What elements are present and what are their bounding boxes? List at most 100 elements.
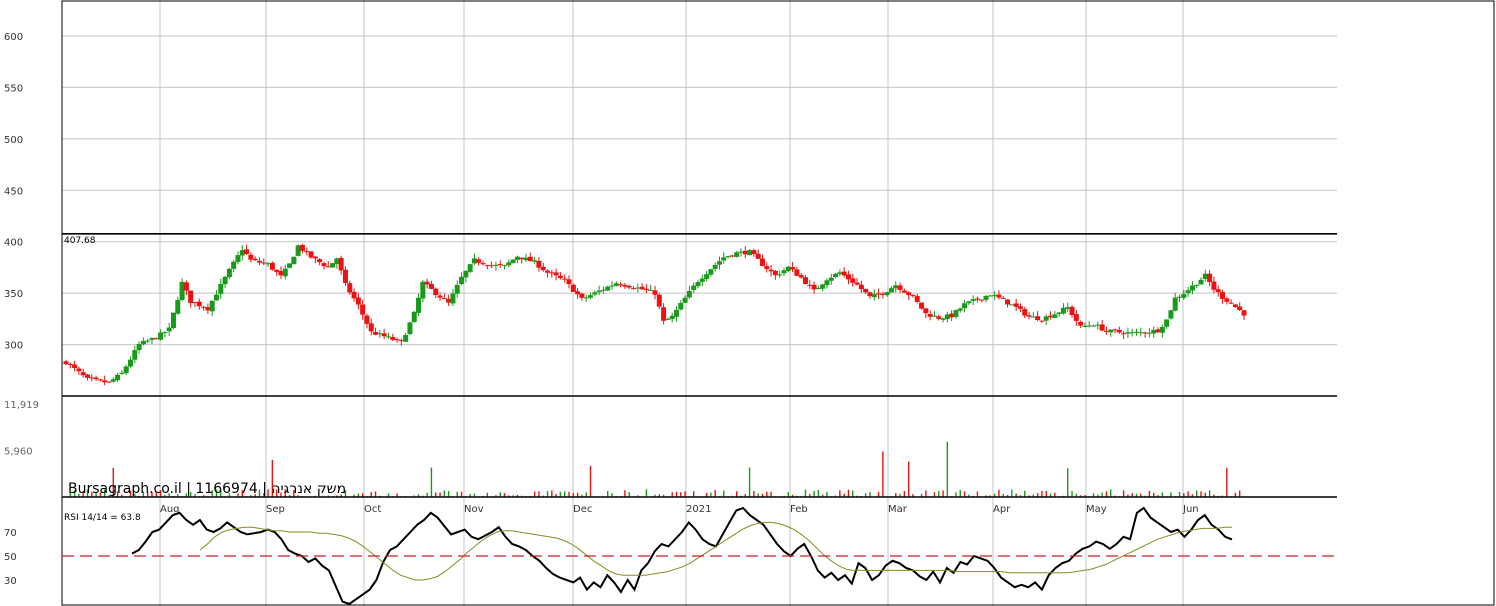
candle-body bbox=[1198, 279, 1204, 285]
volume-bar bbox=[1140, 493, 1142, 497]
candle-body bbox=[781, 270, 787, 274]
candle-body bbox=[704, 274, 710, 279]
x-tick-label: 2021 bbox=[686, 504, 711, 515]
candle-body bbox=[759, 258, 765, 266]
candle-body bbox=[682, 297, 688, 303]
candle-body bbox=[364, 315, 370, 324]
volume-bar bbox=[920, 493, 923, 497]
candle-body bbox=[635, 287, 641, 289]
volume-bar bbox=[1092, 493, 1095, 497]
volume-bar bbox=[555, 494, 557, 497]
candle-body bbox=[1142, 332, 1148, 334]
candle-body bbox=[828, 277, 834, 281]
candle-body bbox=[811, 284, 817, 290]
volume-bar bbox=[1161, 492, 1164, 497]
candle-body bbox=[381, 333, 387, 337]
candle-body bbox=[407, 322, 413, 335]
candle-body bbox=[1108, 329, 1114, 333]
volume-bar bbox=[1105, 491, 1108, 497]
candle-body bbox=[751, 250, 757, 255]
volume-bar bbox=[263, 493, 265, 497]
volume-bar bbox=[344, 489, 347, 497]
candle-body bbox=[256, 260, 262, 263]
volume-bar bbox=[1131, 493, 1133, 497]
candle-body bbox=[686, 290, 692, 298]
candle-body bbox=[708, 269, 714, 275]
volume-bar bbox=[955, 492, 957, 497]
candle-body bbox=[755, 253, 761, 259]
volume-bar bbox=[1006, 494, 1009, 497]
volume-bar bbox=[91, 491, 93, 497]
candle-body bbox=[1228, 302, 1234, 304]
candle-body bbox=[80, 372, 86, 376]
volume-bar bbox=[1187, 491, 1189, 497]
candle-body bbox=[153, 338, 159, 340]
volume-bar bbox=[241, 490, 243, 497]
volume-bar bbox=[968, 494, 970, 497]
candle-body bbox=[738, 251, 744, 253]
candle-body bbox=[1129, 332, 1135, 334]
volume-bar bbox=[164, 494, 166, 497]
volume-bar bbox=[589, 465, 592, 497]
candle-body bbox=[67, 364, 73, 366]
volume-bar bbox=[607, 491, 609, 497]
candle-body bbox=[416, 297, 422, 313]
x-tick-label: Feb bbox=[790, 504, 808, 515]
candle-body bbox=[798, 275, 804, 278]
volume-bar bbox=[460, 491, 463, 497]
candle-body bbox=[1151, 329, 1157, 334]
price-tick-label: 600 bbox=[4, 32, 23, 43]
volume-bar bbox=[1191, 494, 1194, 497]
candle-body bbox=[231, 261, 237, 269]
candle-body bbox=[1138, 332, 1144, 334]
volume-bar bbox=[486, 492, 489, 497]
candle-body bbox=[858, 284, 864, 290]
volume-bar bbox=[447, 490, 450, 497]
volume-bar bbox=[1200, 491, 1202, 497]
candle-body bbox=[1159, 326, 1165, 333]
candle-body bbox=[510, 259, 516, 264]
candle-body bbox=[76, 368, 82, 372]
volume-bar bbox=[821, 494, 824, 497]
candle-body bbox=[63, 361, 69, 365]
candle-body bbox=[790, 267, 796, 270]
candle-body bbox=[1181, 294, 1187, 298]
candle-body bbox=[553, 272, 559, 276]
candle-body bbox=[566, 279, 572, 285]
candle-body bbox=[127, 359, 133, 367]
candle-body bbox=[901, 290, 907, 293]
candle-body bbox=[618, 284, 624, 286]
volume-bar bbox=[254, 494, 256, 497]
x-tick-label: Aug bbox=[160, 504, 180, 515]
candle-body bbox=[794, 269, 800, 276]
candle-body bbox=[747, 250, 753, 256]
volume-bar bbox=[1204, 492, 1207, 497]
volume-bar bbox=[387, 493, 390, 497]
candle-body bbox=[330, 263, 336, 268]
candle-body bbox=[557, 275, 563, 278]
candle-body bbox=[661, 307, 667, 321]
candle-body bbox=[72, 364, 78, 368]
volume-bar bbox=[396, 493, 398, 497]
candle-body bbox=[906, 292, 912, 296]
candle-body bbox=[110, 379, 116, 382]
volume-bar bbox=[1170, 492, 1172, 497]
candle-body bbox=[1177, 296, 1183, 298]
volume-bar bbox=[86, 489, 89, 497]
candle-body bbox=[497, 263, 503, 265]
candle-body bbox=[622, 285, 628, 287]
candle-body bbox=[205, 307, 211, 311]
candle-body bbox=[712, 264, 718, 269]
candle-body bbox=[222, 276, 228, 285]
candle-body bbox=[162, 332, 168, 334]
volume-bar bbox=[134, 493, 136, 497]
candle-body bbox=[876, 293, 882, 295]
candle-body bbox=[304, 250, 310, 252]
candle-body bbox=[226, 268, 232, 278]
candle-body bbox=[145, 340, 151, 342]
volume-bar bbox=[559, 491, 562, 497]
candle-body bbox=[433, 288, 439, 295]
volume-bar bbox=[78, 493, 80, 497]
candle-body bbox=[966, 301, 972, 304]
candle-body bbox=[987, 295, 993, 297]
